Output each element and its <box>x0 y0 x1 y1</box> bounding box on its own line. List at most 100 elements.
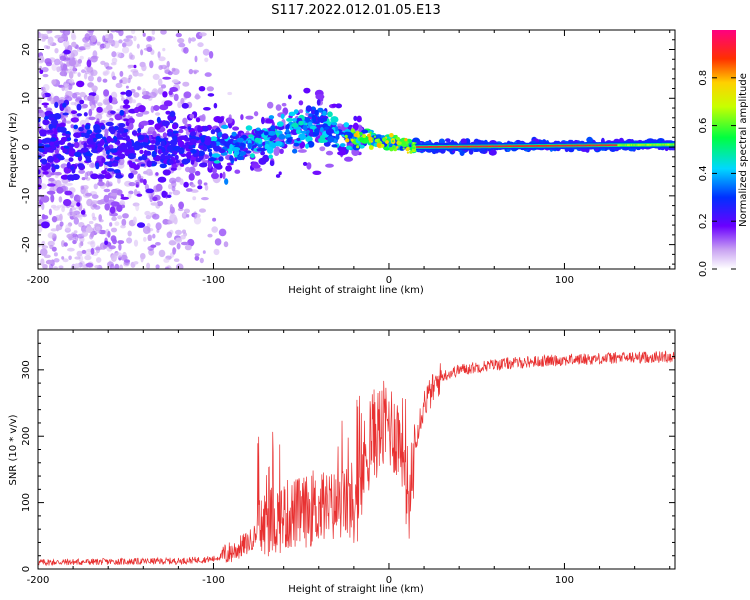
spectrogram-cell <box>445 145 448 148</box>
spectrogram-cell <box>140 120 149 126</box>
spectrogram-cell <box>85 262 94 268</box>
spectrogram-cell <box>406 151 409 154</box>
spectrogram-cell <box>144 210 151 216</box>
spectrogram-cell <box>267 130 276 136</box>
spectrogram-cell <box>634 144 636 146</box>
spectrogram-cell <box>319 146 326 152</box>
spectrogram-cell <box>160 64 168 70</box>
spectrogram-cell <box>113 169 121 174</box>
spectrogram-cell <box>71 41 77 48</box>
spectrogram-cell <box>600 144 602 147</box>
spectrogram-cell <box>307 140 315 148</box>
spectrogram-cell <box>519 145 521 147</box>
spectrogram-cell <box>481 145 483 148</box>
spectrogram-cell <box>104 173 112 180</box>
x-tick-label: 0 <box>386 575 392 586</box>
spectrogram-cell <box>127 64 136 68</box>
spectrogram-cell <box>39 55 45 63</box>
spectrogram-cell <box>632 144 634 146</box>
spectrogram-cell <box>93 183 99 190</box>
spectrogram-cell <box>192 196 197 201</box>
spectrogram-cell <box>446 145 449 148</box>
spectrogram-cell <box>592 144 594 147</box>
spectrogram-cell <box>122 213 129 219</box>
spectrogram-cell <box>99 44 104 50</box>
spectrogram-cell <box>165 265 170 269</box>
spectrogram-cell <box>291 122 299 128</box>
spectrogram-cell <box>125 38 133 47</box>
spectrogram-cell <box>141 94 151 100</box>
spectrogram-cell <box>327 136 335 143</box>
spectrogram-cell <box>119 79 123 84</box>
spectrogram-cell <box>51 144 56 150</box>
spectrogram-cell <box>184 166 191 173</box>
spectrogram-cell <box>608 144 610 147</box>
spectrogram-cell <box>68 59 77 67</box>
spectrogram-cell <box>346 145 352 150</box>
spectrogram-cell <box>578 144 580 147</box>
spectrogram-cell <box>127 117 135 124</box>
spectrogram-cell <box>492 145 494 148</box>
spectrogram-cell <box>71 211 77 216</box>
spectrogram-cell <box>58 196 63 203</box>
spectrogram-cell <box>38 96 42 104</box>
spectrogram-cell <box>286 117 294 122</box>
spectrogram-cell <box>646 144 649 146</box>
spectrogram-cell <box>125 35 134 39</box>
spectrogram-cell <box>287 94 292 100</box>
spectrogram-cell <box>199 257 204 264</box>
spectrogram-cell <box>509 145 511 148</box>
spectrogram-cell <box>500 145 502 148</box>
spectrogram-cell <box>373 135 377 138</box>
spectrogram-cell <box>183 181 189 188</box>
spectrogram-cell <box>92 216 97 221</box>
spectrogram-cell <box>147 119 155 125</box>
spectrogram-cell <box>127 193 132 199</box>
spectrogram-cell <box>42 264 48 269</box>
spectrogram-cell <box>160 153 166 160</box>
spectrogram-cell <box>389 133 394 138</box>
spectrogram-cell <box>64 57 71 61</box>
spectrogram-cell <box>554 144 556 147</box>
colorbar: 0.0 0.2 0.4 0.6 0.8 Normalized spectral ampl… <box>698 30 749 277</box>
spectrogram-cell <box>157 176 167 183</box>
spectrogram-cell <box>253 111 259 117</box>
spectrogram-cell <box>133 261 139 265</box>
spectrogram-cell <box>142 88 147 96</box>
spectrogram-cell <box>92 137 97 142</box>
spectrogram-cell <box>62 63 68 71</box>
spectrogram-cell <box>169 204 173 212</box>
spectrogram-cell <box>46 190 56 195</box>
spectrogram-cell <box>229 155 234 162</box>
spectrogram-cell <box>489 145 491 148</box>
spectrogram-cell <box>65 133 71 138</box>
spectrogram-cell <box>454 145 456 148</box>
spectrogram-cell <box>538 145 540 147</box>
spectrogram-cell <box>236 137 244 143</box>
spectrogram-cell <box>344 156 353 162</box>
spectrogram-cell <box>620 144 622 146</box>
spectrogram-cell <box>491 145 493 148</box>
spectrogram-cell <box>172 68 180 75</box>
spectrogram-cell <box>90 240 96 249</box>
spectrogram-cell <box>86 144 94 148</box>
spectrogram-cell <box>160 84 167 89</box>
spectrogram-cell <box>309 125 317 130</box>
spectrogram-cell <box>316 99 321 106</box>
spectrogram-cell <box>169 87 178 92</box>
spectrogram-cell <box>565 144 568 147</box>
spectrogram-cell <box>67 247 75 252</box>
spectrogram-cell <box>530 145 532 147</box>
spectrogram-cell <box>38 169 41 175</box>
spectrogram-cell <box>525 145 528 147</box>
spectrogram-cell <box>42 119 50 126</box>
spectrogram-cell <box>262 154 270 163</box>
spectrogram-cell <box>487 145 490 148</box>
spectrogram-cell <box>502 145 505 148</box>
spectrogram-cell <box>529 145 531 147</box>
spectrogram-cell <box>484 145 487 148</box>
spectrogram-cell <box>62 148 68 154</box>
spectrogram-cell <box>220 138 225 145</box>
spectrogram-cell <box>523 145 526 147</box>
spectrogram-cell <box>340 143 346 148</box>
